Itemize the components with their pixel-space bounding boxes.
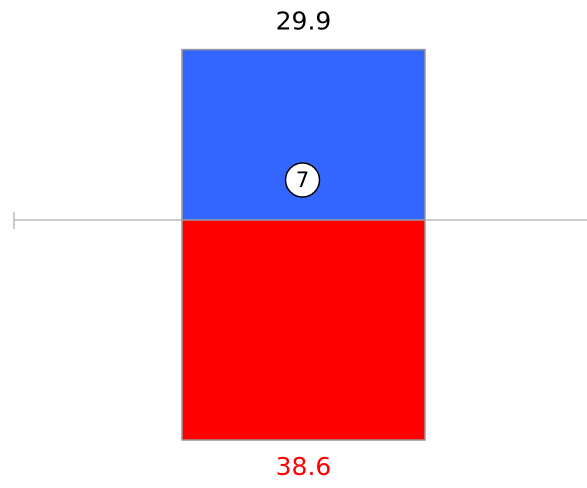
annotation-label: 7 xyxy=(296,168,309,192)
annotation-badge xyxy=(284,162,321,198)
value-label: 38.6 xyxy=(276,452,332,481)
value-label: 29.9 xyxy=(276,7,332,36)
bar xyxy=(181,219,426,441)
